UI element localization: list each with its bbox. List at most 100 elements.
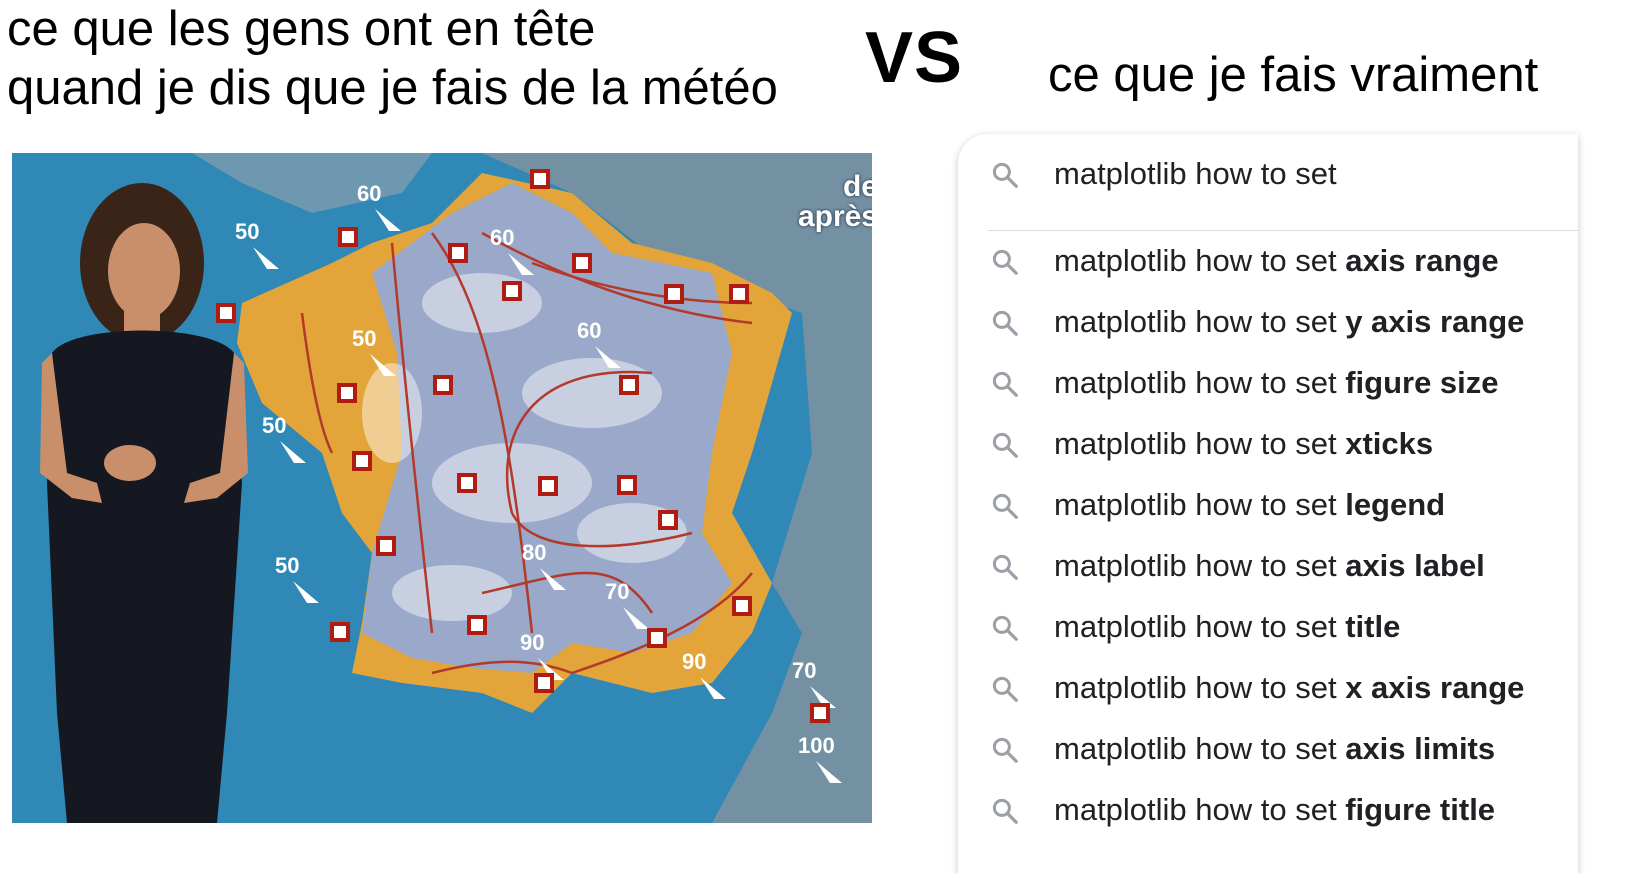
suggestion-prefix: matplotlib how to set — [1054, 243, 1346, 278]
divider — [988, 230, 1578, 231]
left-caption-line2: quand je dis que je fais de la météo — [7, 61, 778, 115]
suggestion-text: matplotlib how to set figure size — [1054, 365, 1499, 401]
suggestion-prefix: matplotlib how to set — [1054, 609, 1346, 644]
wind-speed-label: 60 — [577, 318, 601, 343]
suggestion-text: matplotlib how to set axis label — [1054, 548, 1485, 584]
suggestion-item[interactable]: matplotlib how to set figure title — [958, 780, 1578, 840]
wind-speed-label: 60 — [357, 181, 381, 206]
suggestion-completion: axis range — [1345, 243, 1499, 278]
search-icon — [992, 737, 1018, 763]
suggestion-prefix: matplotlib how to set — [1054, 487, 1346, 522]
search-icon — [992, 615, 1018, 641]
wind-arrow-icon — [538, 658, 564, 680]
wind-speed-label: 90 — [682, 649, 706, 674]
suggestion-item[interactable]: matplotlib how to set x axis range — [958, 658, 1578, 718]
suggestion-item[interactable]: matplotlib how to set xticks — [958, 414, 1578, 474]
suggestion-prefix: matplotlib how to set — [1054, 365, 1346, 400]
wind-arrow-icon — [293, 581, 319, 603]
wind-speed-label: 80 — [522, 540, 546, 565]
weather-station-marker — [376, 536, 396, 556]
suggestion-text: matplotlib how to set title — [1054, 609, 1400, 645]
wind-arrow-icon — [623, 607, 649, 629]
wind-speed-label: 50 — [352, 326, 376, 351]
wind-arrow-icon — [370, 354, 396, 376]
map-corner-label-line1: de — [842, 170, 872, 203]
suggestion-item[interactable]: matplotlib how to set legend — [958, 475, 1578, 535]
wind-speed-label: 70 — [605, 579, 629, 604]
weather-station-marker — [467, 615, 487, 635]
weather-station-marker — [810, 703, 830, 723]
wind-arrow-icon — [816, 761, 842, 783]
weather-station-marker — [216, 303, 236, 323]
suggestion-item[interactable]: matplotlib how to set axis label — [958, 536, 1578, 596]
search-icon — [992, 493, 1018, 519]
weather-station-marker — [352, 451, 372, 471]
suggestion-prefix: matplotlib how to set — [1054, 731, 1346, 766]
suggestion-prefix: matplotlib how to set — [1054, 548, 1346, 583]
wind-speed-label: 50 — [275, 553, 299, 578]
suggestion-item[interactable]: matplotlib how to set figure size — [958, 353, 1578, 413]
weather-station-marker — [538, 476, 558, 496]
wind-speed-label: 100 — [798, 733, 835, 758]
weather-station-marker — [433, 375, 453, 395]
wind-speed-label: 50 — [262, 413, 286, 438]
wind-arrow-icon — [540, 568, 566, 590]
search-icon — [992, 310, 1018, 336]
weather-station-marker — [457, 473, 477, 493]
search-autocomplete-panel: matplotlib how to set matplotlib how to … — [958, 134, 1578, 874]
wind-speed-label: 70 — [792, 658, 816, 683]
weather-station-marker — [647, 628, 667, 648]
wind-arrow-icon — [810, 686, 836, 708]
search-icon — [992, 554, 1018, 580]
suggestion-item[interactable]: matplotlib how to set title — [958, 597, 1578, 657]
vs-label: VS — [865, 18, 964, 98]
suggestion-text: matplotlib how to set xticks — [1054, 426, 1433, 462]
weather-station-marker — [330, 622, 350, 642]
suggestion-completion: legend — [1345, 487, 1446, 522]
wind-arrow-icon — [280, 441, 306, 463]
wind-arrow-icon — [700, 677, 726, 699]
weather-station-marker — [619, 375, 639, 395]
suggestion-prefix: matplotlib how to set — [1054, 670, 1346, 705]
weather-station-marker — [530, 169, 550, 189]
weather-station-marker — [732, 596, 752, 616]
wind-arrow-icon — [508, 253, 534, 275]
suggestion-text: matplotlib how to set x axis range — [1054, 670, 1524, 706]
search-query-text: matplotlib how to set — [1054, 156, 1337, 191]
weather-station-marker — [448, 243, 468, 263]
weather-station-marker — [658, 510, 678, 530]
suggestion-prefix: matplotlib how to set — [1054, 426, 1346, 461]
wind-speed-label: 60 — [490, 225, 514, 250]
suggestion-prefix: matplotlib how to set — [1054, 304, 1346, 339]
weather-station-marker — [502, 281, 522, 301]
suggestion-text: matplotlib how to set y axis range — [1054, 304, 1524, 340]
suggestion-completion: figure size — [1345, 365, 1499, 400]
suggestion-item[interactable]: matplotlib how to set axis limits — [958, 719, 1578, 779]
suggestion-completion: axis limits — [1345, 731, 1496, 766]
search-icon — [992, 432, 1018, 458]
weather-station-marker — [664, 284, 684, 304]
suggestion-item[interactable]: matplotlib how to set axis range — [958, 231, 1578, 291]
left-caption-line1: ce que les gens ont en tête — [7, 2, 596, 56]
weather-map-illustration: 60 50 60 50 60 50 50 80 70 90 90 70 100 — [12, 153, 872, 823]
weather-station-marker — [617, 475, 637, 495]
weather-station-marker — [572, 253, 592, 273]
suggestion-completion: title — [1345, 609, 1401, 644]
suggestion-completion: figure title — [1345, 792, 1496, 827]
wind-arrow-icon — [595, 346, 621, 368]
weather-station-marker — [534, 673, 554, 693]
suggestion-item[interactable]: matplotlib how to set y axis range — [958, 292, 1578, 352]
search-icon — [992, 676, 1018, 702]
suggestion-completion: x axis range — [1345, 670, 1525, 705]
weather-station-marker — [338, 227, 358, 247]
search-icon — [992, 371, 1018, 397]
search-icon — [992, 798, 1018, 824]
left-caption: ce que les gens ont en tête quand je dis… — [7, 0, 778, 118]
wind-speed-label: 50 — [235, 219, 259, 244]
search-input[interactable]: matplotlib how to set — [958, 144, 1578, 204]
suggestion-text: matplotlib how to set figure title — [1054, 792, 1495, 828]
suggestion-completion: xticks — [1345, 426, 1434, 461]
wind-arrow-icon — [375, 209, 401, 231]
suggestion-completion: axis label — [1345, 548, 1485, 583]
weather-map-image: 60 50 60 50 60 50 50 80 70 90 90 70 100 de après — [12, 153, 872, 823]
